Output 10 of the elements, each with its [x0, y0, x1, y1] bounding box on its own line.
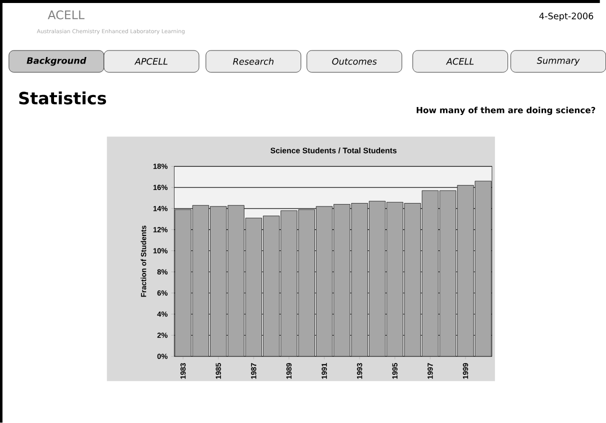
text: Background — [26, 57, 86, 66]
text: Research — [232, 58, 274, 65]
text: Statistics — [19, 92, 106, 105]
text: Summary — [536, 57, 580, 66]
text: APCELL — [134, 58, 168, 65]
text: How many of them are doing science? — [416, 106, 596, 116]
text: ACELL — [446, 58, 474, 65]
text: Outcomes — [332, 58, 377, 65]
text: ACELL — [48, 10, 84, 20]
text: 4-Sept-2006 — [539, 12, 594, 22]
